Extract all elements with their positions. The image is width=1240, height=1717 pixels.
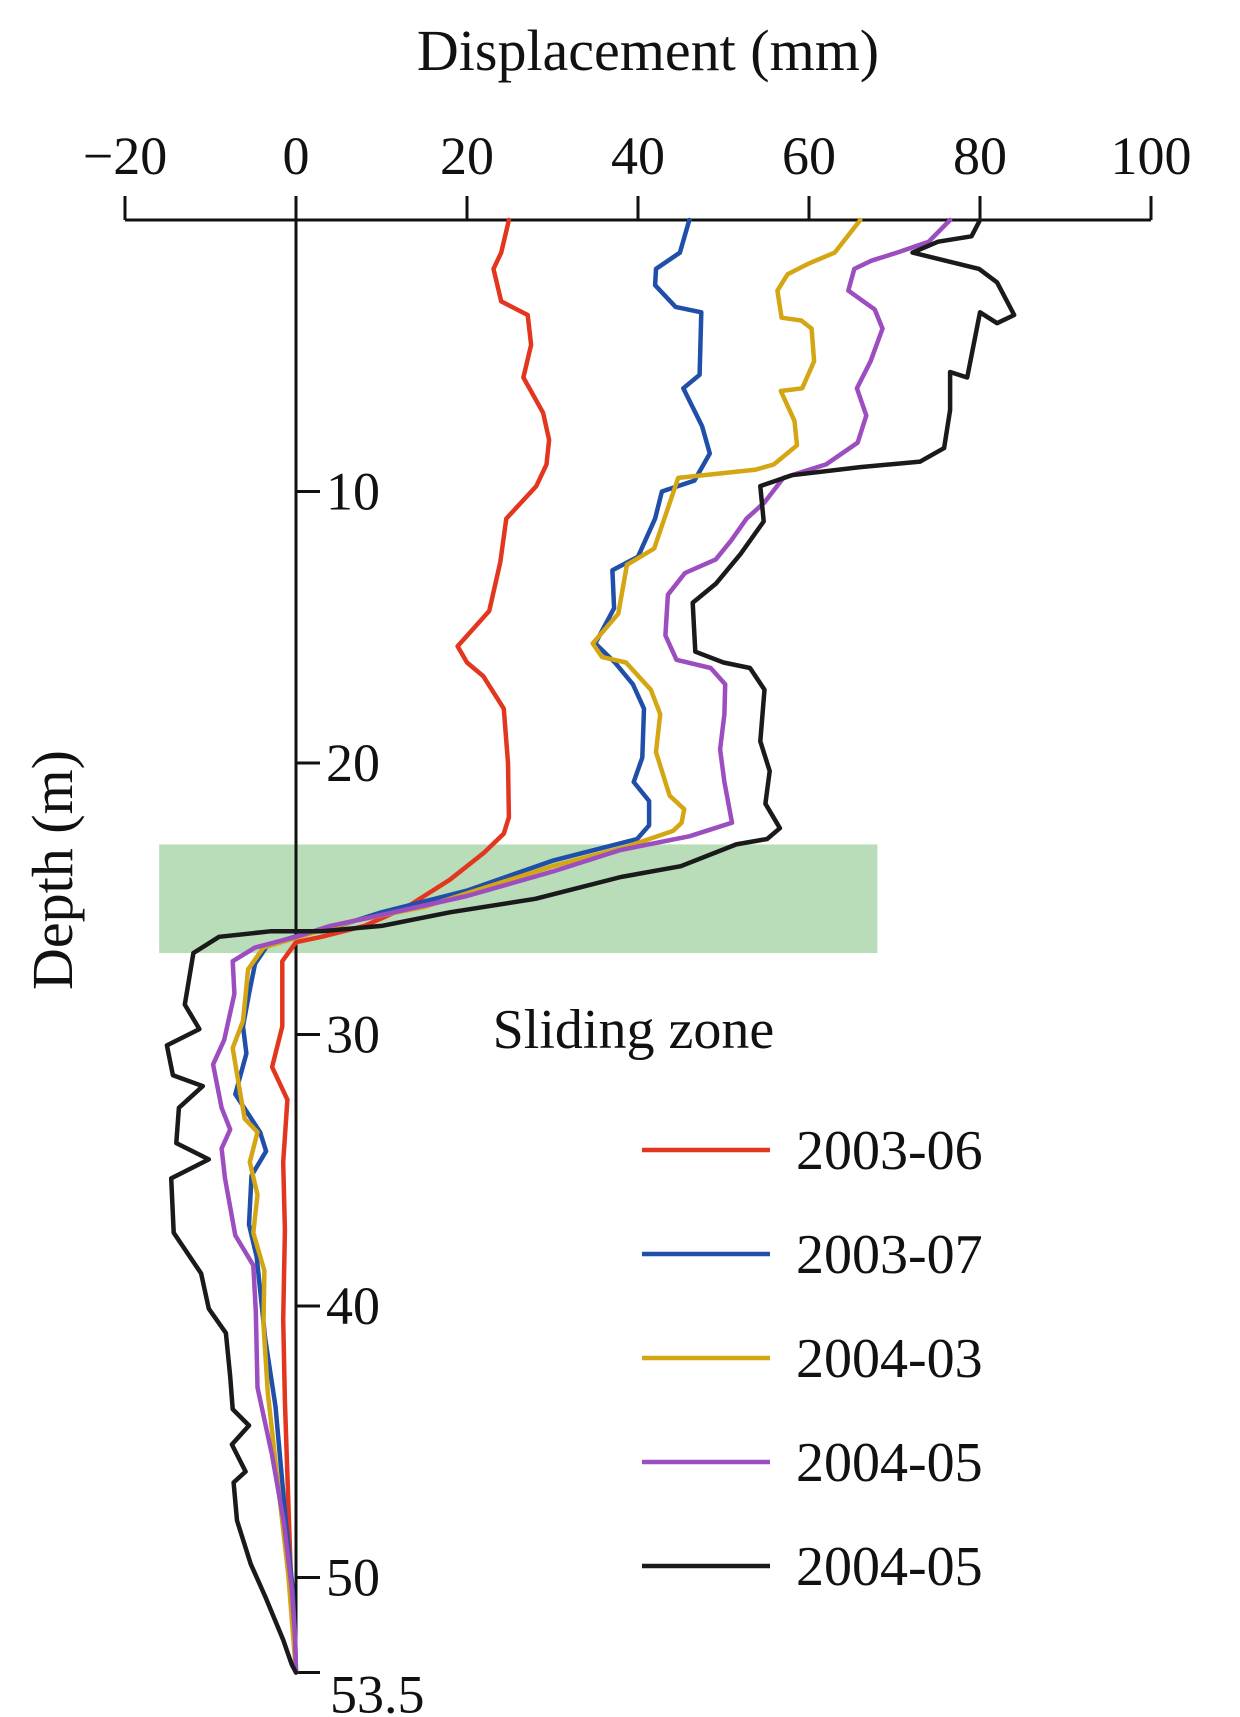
x-tick-label: 40 [611,126,665,186]
legend-label-4: 2004-05 [796,1432,983,1494]
series-line-4 [210,217,953,1675]
series-line-3 [230,217,863,1675]
x-tick-label: 100 [1111,126,1192,186]
legend-label-2: 2003-07 [796,1224,983,1286]
y-tick-label: 53.5 [330,1665,425,1717]
sliding-zone-label: Sliding zone [493,999,775,1061]
x-tick-label: 20 [440,126,494,186]
sliding-zone-band [159,844,878,954]
legend-label-1: 2003-06 [796,1120,983,1182]
x-tick-label: −20 [83,126,167,186]
y-tick-label: 20 [326,733,380,793]
legend-label-3: 2004-03 [796,1328,983,1390]
x-tick-label: 80 [953,126,1007,186]
x-axis-title: Displacement (mm) [417,18,879,83]
x-tick-label: 0 [283,126,310,186]
y-tick-label: 50 [326,1548,380,1608]
x-tick-label: 60 [782,126,836,186]
y-tick-label: 30 [326,1005,380,1065]
legend-label-5: 2004-05 [796,1536,983,1598]
y-tick-label: 10 [326,462,380,522]
series-line-2 [233,217,713,1675]
y-axis-title: Depth (m) [20,750,85,990]
y-tick-label: 40 [326,1276,380,1336]
series-line-1 [269,217,552,1675]
series-line-5 [164,217,1017,1675]
